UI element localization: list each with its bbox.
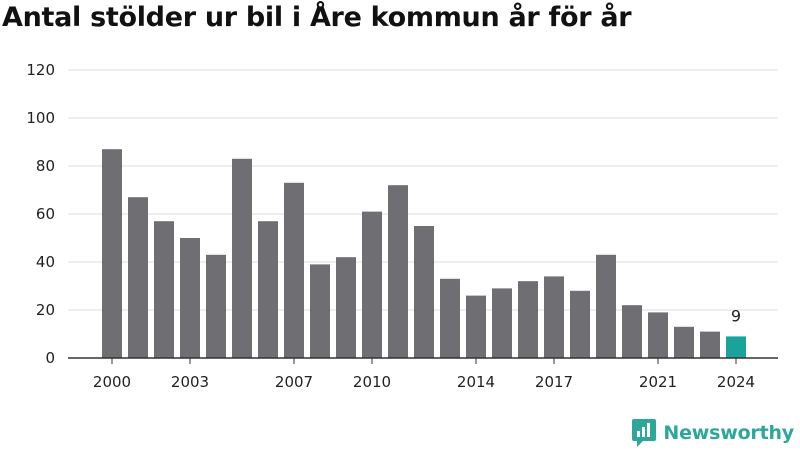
newsworthy-brand: Newsworthy: [631, 418, 794, 448]
bar-2018: [570, 290, 590, 358]
bar-2013: [440, 278, 460, 358]
x-tick-label: 2003: [171, 373, 209, 391]
y-tick-label: 0: [45, 349, 55, 367]
y-tick-label: 20: [36, 301, 55, 319]
bar-2004: [206, 254, 226, 358]
x-tick-label: 2000: [93, 373, 131, 391]
bar-2016: [518, 281, 538, 358]
x-tick-label: 2010: [353, 373, 391, 391]
bar-2009: [336, 257, 356, 358]
bar-2015: [492, 288, 512, 358]
bar-2021: [648, 312, 668, 358]
y-tick-label: 100: [26, 109, 55, 127]
bar-2020: [622, 305, 642, 358]
y-tick-label: 120: [26, 61, 55, 79]
x-axis: 2000 2003 2007 2010 2014 2017 2021 2024: [68, 357, 778, 391]
x-tick-label: 2021: [639, 373, 677, 391]
chart-title: Antal stölder ur bil i Åre kommun år för…: [2, 2, 632, 33]
y-tick-label: 60: [36, 205, 55, 223]
y-tick-label: 80: [36, 157, 55, 175]
bar-2019: [596, 254, 616, 358]
bar-2010: [362, 211, 382, 358]
bar-2001: [128, 197, 148, 358]
x-tick-label: 2014: [457, 373, 495, 391]
newsworthy-logo-icon: [632, 419, 657, 447]
bar-2017: [544, 276, 564, 358]
bar-2011: [388, 185, 408, 358]
highlight-value-label: 9: [731, 306, 741, 325]
y-tick-label: 40: [36, 253, 55, 271]
brand-name: Newsworthy: [663, 422, 794, 444]
x-tick-label: 2024: [717, 373, 755, 391]
data-labels: 9: [731, 306, 741, 325]
bar-2006: [258, 221, 278, 358]
bar-2022: [674, 326, 694, 358]
bar-2012: [414, 226, 434, 358]
y-axis: 0 20 40 60 80 100 120: [26, 61, 55, 367]
x-tick-label: 2017: [535, 373, 573, 391]
bar-2005: [232, 158, 252, 358]
bar-2014: [466, 295, 486, 358]
bar-2007: [284, 182, 304, 358]
bar-2002: [154, 221, 174, 358]
bar-2003: [180, 238, 200, 358]
bar-2008: [310, 264, 330, 358]
bar-2023: [700, 331, 720, 358]
bar-2024: [726, 336, 746, 358]
bars: [102, 149, 746, 358]
x-tick-label: 2007: [275, 373, 313, 391]
bar-2000: [102, 149, 122, 358]
